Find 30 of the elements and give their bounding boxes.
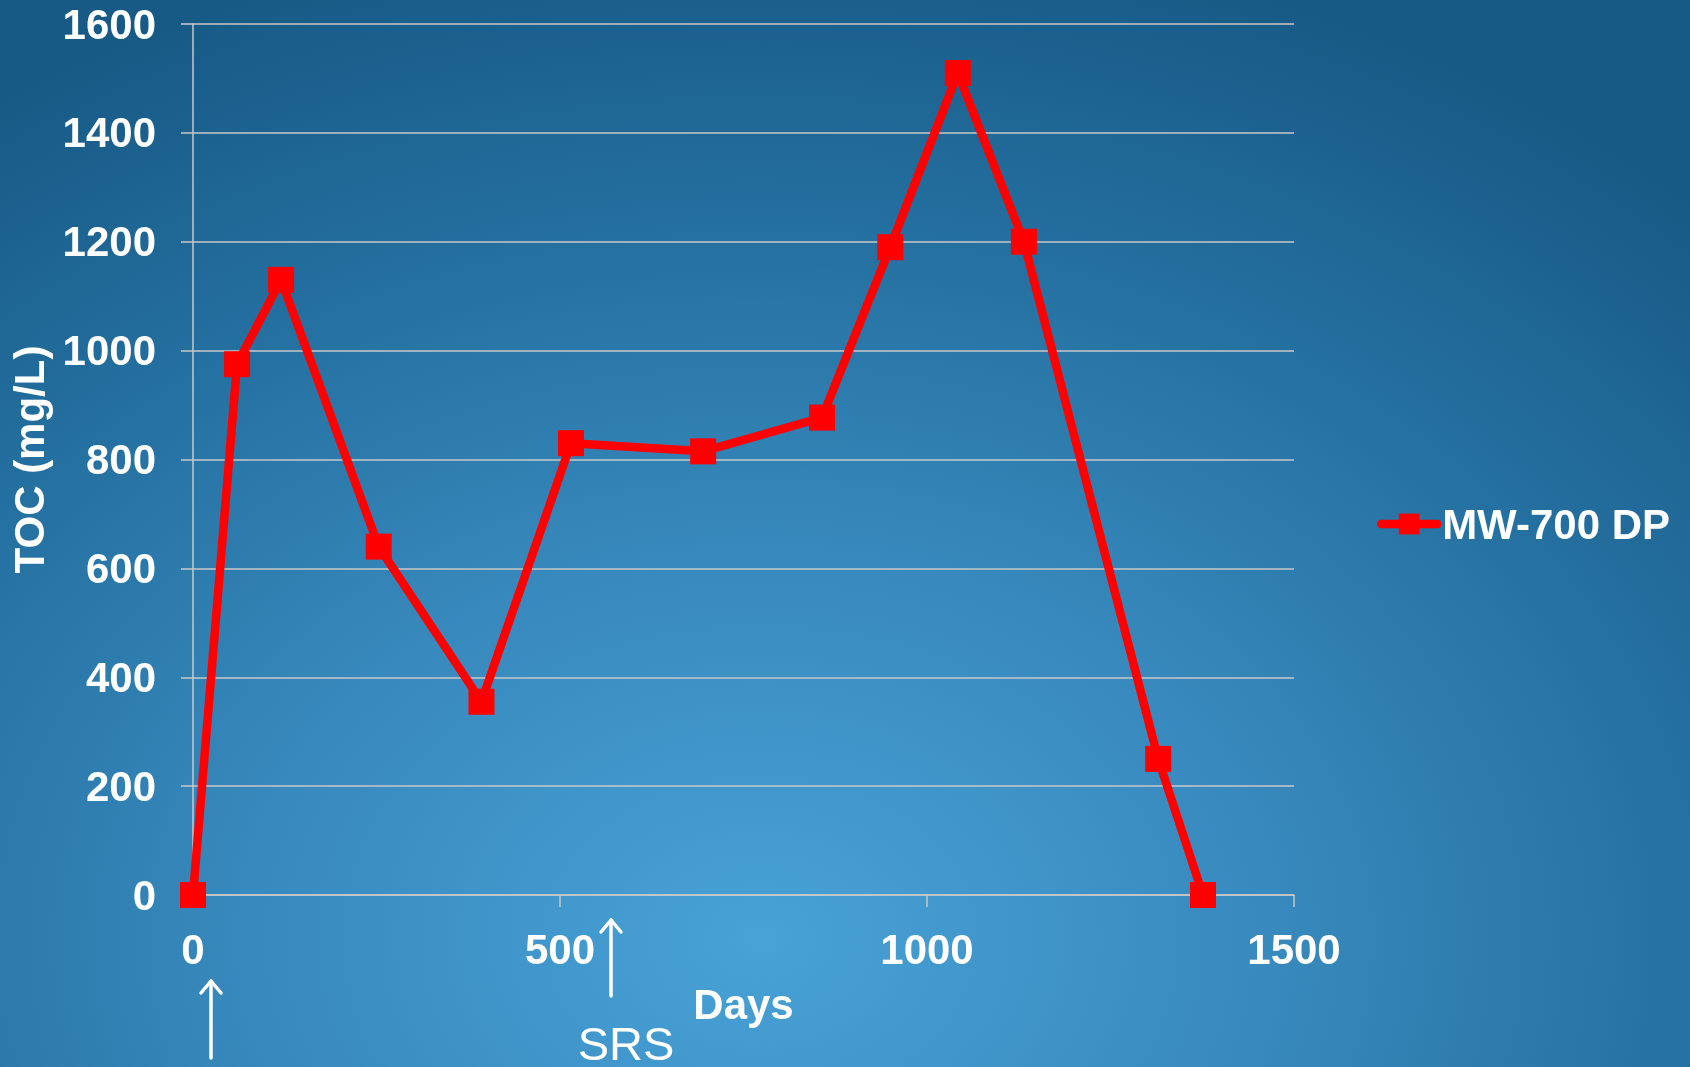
point [1189, 882, 1216, 908]
y-tick-label: 1200 [62, 218, 156, 266]
y-axis-title: TOC (mg/L) [5, 345, 53, 574]
point [690, 438, 717, 465]
y-tick-label: 1400 [62, 109, 156, 157]
point [1010, 228, 1037, 255]
x-tick-label: 1500 [1247, 925, 1341, 973]
x-tick-label: 500 [524, 925, 596, 973]
x-tick-label: 0 [181, 925, 205, 973]
x-axis-title: Days [693, 980, 794, 1028]
y-tick-label: 600 [85, 544, 156, 592]
point [468, 688, 495, 715]
point [944, 59, 971, 86]
y-tick-label: 200 [85, 762, 156, 810]
point [268, 266, 295, 293]
y-tick-label: 800 [85, 436, 156, 483]
y-tick-label: 1000 [62, 327, 156, 375]
point [1145, 745, 1172, 772]
point [558, 430, 585, 457]
point [877, 234, 904, 261]
text: SRS [577, 1017, 675, 1067]
point [224, 351, 251, 378]
y-tick-label: 0 [132, 871, 156, 919]
y-tick-label: 1600 [62, 0, 156, 48]
point [365, 533, 392, 560]
x-tick-label: 1000 [880, 925, 974, 973]
legend-label: MW-700 DP [1442, 500, 1671, 548]
point [180, 882, 206, 908]
point [809, 404, 836, 431]
y-tick-label: 400 [85, 653, 156, 701]
